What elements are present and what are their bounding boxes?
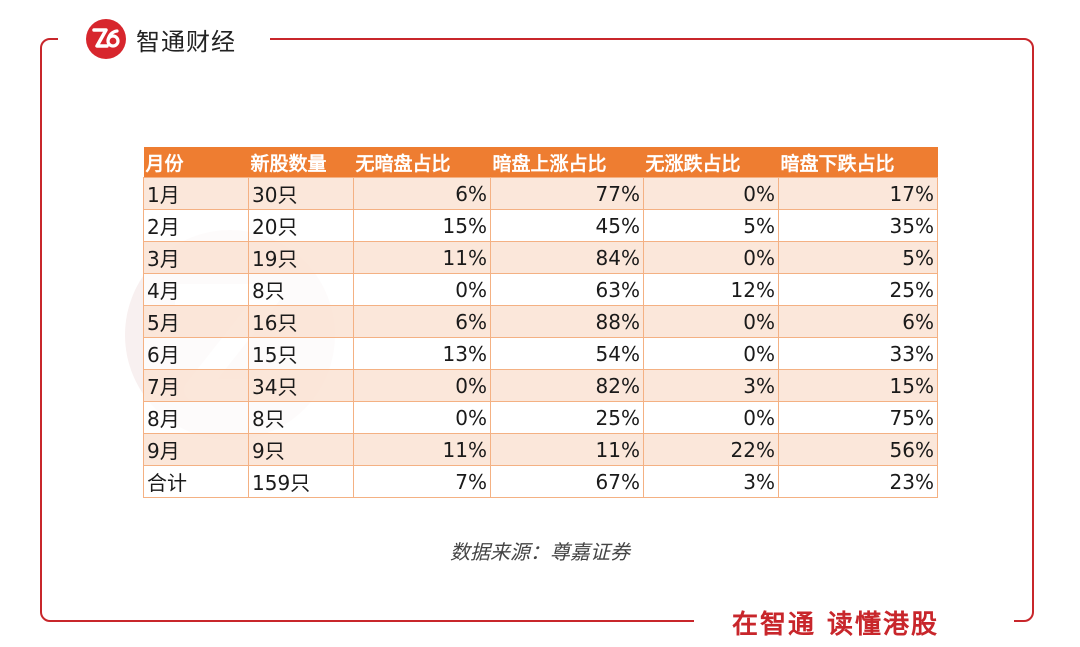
- no-grey-cell: 0%: [353, 369, 491, 402]
- month-cell: 合计: [143, 465, 249, 498]
- header-grey-market-up-ratio: 暗盘上涨占比: [490, 147, 644, 178]
- down-cell: 33%: [778, 337, 938, 370]
- data-source-note: 数据来源：尊嘉证券: [450, 540, 630, 564]
- no-grey-cell: 11%: [353, 433, 491, 466]
- down-cell: 75%: [778, 401, 938, 434]
- header-new-stock-count: 新股数量: [248, 147, 354, 178]
- count-cell: 34只: [248, 369, 354, 402]
- brand-slogan: 在智通 读懂港股: [732, 610, 940, 640]
- table-header-row: 月份 新股数量 无暗盘占比 暗盘上涨占比 无涨跌占比 暗盘下跌占比: [143, 147, 938, 178]
- month-cell: 8月: [143, 401, 249, 434]
- up-cell: 82%: [490, 369, 644, 402]
- no-grey-cell: 7%: [353, 465, 491, 498]
- table-row: 8月 8只 0% 25% 0% 75%: [143, 401, 938, 434]
- no-grey-cell: 0%: [353, 273, 491, 306]
- up-cell: 88%: [490, 305, 644, 338]
- flat-cell: 22%: [643, 433, 779, 466]
- no-grey-cell: 6%: [353, 177, 491, 210]
- flat-cell: 0%: [643, 401, 779, 434]
- up-cell: 25%: [490, 401, 644, 434]
- ipo-grey-market-table: 月份 新股数量 无暗盘占比 暗盘上涨占比 无涨跌占比 暗盘下跌占比 1月 30只…: [143, 147, 938, 498]
- flat-cell: 0%: [643, 337, 779, 370]
- flat-cell: 0%: [643, 241, 779, 274]
- month-cell: 7月: [143, 369, 249, 402]
- header-no-grey-market-ratio: 无暗盘占比: [353, 147, 491, 178]
- brand-name: 智通财经: [136, 27, 236, 56]
- up-cell: 54%: [490, 337, 644, 370]
- month-cell: 6月: [143, 337, 249, 370]
- month-cell: 9月: [143, 433, 249, 466]
- month-cell: 4月: [143, 273, 249, 306]
- flat-cell: 0%: [643, 305, 779, 338]
- no-grey-cell: 15%: [353, 209, 491, 242]
- count-cell: 16只: [248, 305, 354, 338]
- down-cell: 17%: [778, 177, 938, 210]
- down-cell: 5%: [778, 241, 938, 274]
- down-cell: 25%: [778, 273, 938, 306]
- down-cell: 6%: [778, 305, 938, 338]
- flat-cell: 0%: [643, 177, 779, 210]
- flat-cell: 12%: [643, 273, 779, 306]
- count-cell: 30只: [248, 177, 354, 210]
- count-cell: 8只: [248, 401, 354, 434]
- up-cell: 77%: [490, 177, 644, 210]
- brand-logo: 智通财经: [86, 18, 236, 60]
- count-cell: 8只: [248, 273, 354, 306]
- table-row: 3月 19只 11% 84% 0% 5%: [143, 241, 938, 274]
- down-cell: 15%: [778, 369, 938, 402]
- header-flat-ratio: 无涨跌占比: [643, 147, 779, 178]
- table-row: 9月 9只 11% 11% 22% 56%: [143, 433, 938, 466]
- down-cell: 56%: [778, 433, 938, 466]
- table-row-total: 合计 159只 7% 67% 3% 23%: [143, 465, 938, 498]
- down-cell: 35%: [778, 209, 938, 242]
- zhitong-logo-icon: [86, 19, 126, 59]
- month-cell: 5月: [143, 305, 249, 338]
- flat-cell: 5%: [643, 209, 779, 242]
- up-cell: 11%: [490, 433, 644, 466]
- count-cell: 9只: [248, 433, 354, 466]
- flat-cell: 3%: [643, 369, 779, 402]
- count-cell: 19只: [248, 241, 354, 274]
- header-grey-market-down-ratio: 暗盘下跌占比: [778, 147, 938, 178]
- table-row: 2月 20只 15% 45% 5% 35%: [143, 209, 938, 242]
- month-cell: 1月: [143, 177, 249, 210]
- table-row: 4月 8只 0% 63% 12% 25%: [143, 273, 938, 306]
- no-grey-cell: 0%: [353, 401, 491, 434]
- up-cell: 63%: [490, 273, 644, 306]
- count-cell: 15只: [248, 337, 354, 370]
- table-row: 5月 16只 6% 88% 0% 6%: [143, 305, 938, 338]
- content-frame: [40, 38, 1034, 622]
- month-cell: 3月: [143, 241, 249, 274]
- up-cell: 67%: [490, 465, 644, 498]
- up-cell: 45%: [490, 209, 644, 242]
- month-cell: 2月: [143, 209, 249, 242]
- table-row: 7月 34只 0% 82% 3% 15%: [143, 369, 938, 402]
- count-cell: 20只: [248, 209, 354, 242]
- no-grey-cell: 11%: [353, 241, 491, 274]
- no-grey-cell: 13%: [353, 337, 491, 370]
- down-cell: 23%: [778, 465, 938, 498]
- no-grey-cell: 6%: [353, 305, 491, 338]
- frame-gap-bottom: [694, 610, 1014, 634]
- count-cell: 159只: [248, 465, 354, 498]
- header-month: 月份: [143, 147, 249, 178]
- flat-cell: 3%: [643, 465, 779, 498]
- table-row: 6月 15只 13% 54% 0% 33%: [143, 337, 938, 370]
- up-cell: 84%: [490, 241, 644, 274]
- table-row: 1月 30只 6% 77% 0% 17%: [143, 177, 938, 210]
